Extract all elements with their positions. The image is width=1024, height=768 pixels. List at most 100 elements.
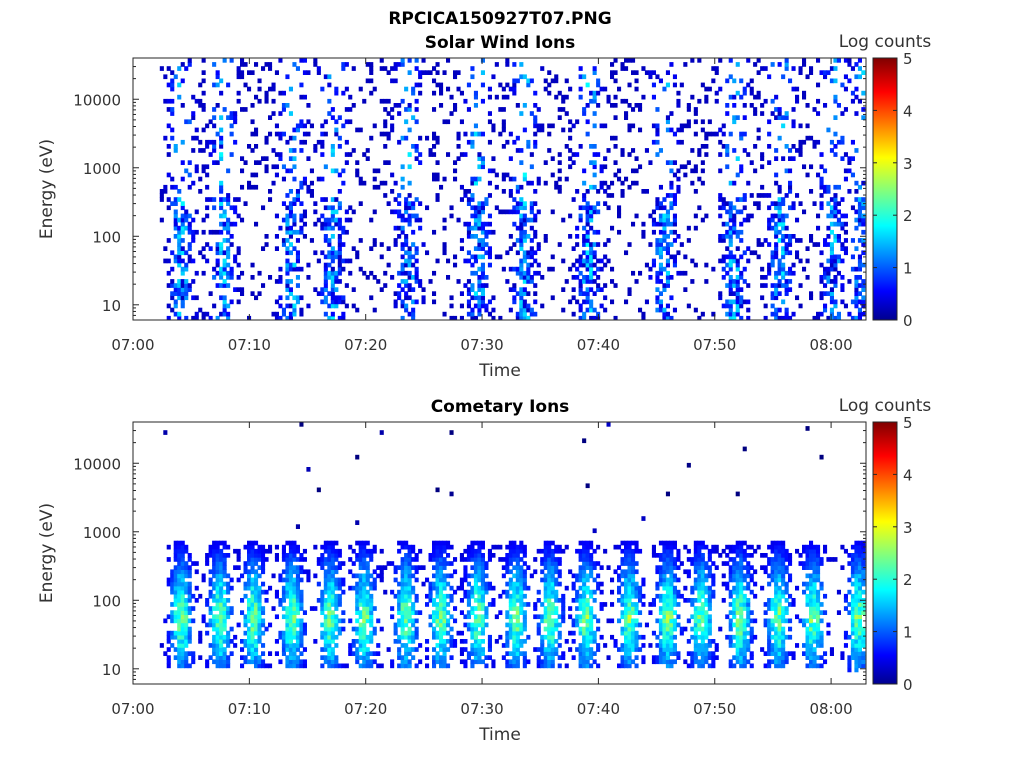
heatmap-cell (781, 156, 786, 161)
heatmap-cell (351, 66, 356, 71)
heatmap-cell (219, 598, 224, 603)
heatmap-cell (411, 201, 416, 206)
heatmap-cell (470, 634, 475, 640)
heatmap-cell (470, 557, 475, 562)
heatmap-cell (337, 295, 342, 301)
heatmap-cell (268, 585, 273, 591)
heatmap-cell (226, 643, 231, 648)
heatmap-cell (494, 544, 499, 550)
heatmap-cell (191, 279, 196, 284)
heatmap-cell (850, 238, 855, 243)
heatmap-cell (393, 238, 398, 243)
heatmap-cell (330, 107, 335, 112)
heatmap-cell (449, 639, 454, 644)
heatmap-cell (334, 119, 339, 125)
heatmap-cell (491, 553, 496, 558)
heatmap-cell (854, 86, 859, 92)
heatmap-cell (341, 581, 346, 587)
heatmap-cell (184, 279, 189, 284)
heatmap-cell (477, 630, 482, 636)
heatmap-cell (254, 655, 259, 660)
heatmap-cell (414, 98, 419, 104)
heatmap-cell (627, 287, 632, 292)
heatmap-cell (585, 291, 590, 296)
heatmap-cell (191, 94, 196, 100)
heatmap-cell (187, 589, 192, 595)
heatmap-cell (459, 639, 464, 644)
heatmap-cell (641, 311, 646, 317)
heatmap-cell (222, 663, 227, 669)
heatmap-cell (505, 279, 510, 284)
heatmap-cell (561, 548, 566, 554)
heatmap-cell (578, 585, 583, 591)
heatmap-cell (550, 209, 555, 215)
heatmap-cell (295, 229, 300, 235)
heatmap-cell (351, 573, 356, 579)
heatmap-cell (201, 148, 206, 153)
heatmap-cell (435, 569, 440, 575)
heatmap-cell (571, 246, 576, 251)
heatmap-cell (463, 283, 468, 288)
heatmap-cell (453, 70, 458, 75)
heatmap-cell (728, 266, 733, 272)
heatmap-cell (582, 614, 587, 620)
heatmap-cell (348, 569, 353, 575)
heatmap-cell (201, 577, 206, 583)
heatmap-cell (250, 643, 255, 648)
heatmap-cell (407, 254, 412, 260)
heatmap-cell (264, 135, 269, 141)
heatmap-cell (334, 585, 339, 591)
heatmap-cell (334, 602, 339, 607)
heatmap-cell (240, 156, 245, 161)
heatmap-cell (208, 643, 213, 648)
heatmap-cell (735, 115, 740, 120)
heatmap-cell (533, 250, 538, 256)
heatmap-cell (543, 78, 548, 84)
heatmap-cell (756, 135, 761, 141)
heatmap-cell (208, 589, 213, 595)
heatmap-cell (459, 610, 464, 615)
heatmap-cell (756, 127, 761, 133)
heatmap-cell (323, 622, 328, 628)
heatmap-cell (351, 103, 356, 108)
heatmap-cell (613, 94, 618, 100)
heatmap-cell (578, 74, 583, 80)
heatmap-cell (316, 561, 321, 566)
heatmap-cell (379, 430, 384, 435)
heatmap-cell (299, 58, 304, 63)
heatmap-cell (582, 659, 587, 665)
heatmap-cell (166, 577, 171, 583)
heatmap-cell (533, 139, 538, 145)
heatmap-cell (295, 238, 300, 243)
heatmap-cell (393, 303, 398, 309)
heatmap-cell (302, 647, 307, 652)
heatmap-cell (355, 160, 360, 165)
heatmap-cell (254, 557, 259, 562)
heatmap-cell (669, 229, 674, 235)
heatmap-cell (564, 78, 569, 84)
heatmap-cell (603, 123, 608, 129)
heatmap-cell (236, 250, 241, 256)
heatmap-cell (240, 647, 245, 652)
heatmap-cell (641, 602, 646, 607)
heatmap-cell (219, 626, 224, 632)
heatmap-cell (627, 643, 632, 648)
heatmap-cell (634, 618, 639, 624)
heatmap-cell (257, 598, 262, 603)
heatmap-cell (334, 593, 339, 599)
heatmap-cell (180, 295, 185, 301)
heatmap-cell (596, 581, 601, 587)
heatmap-cell (487, 221, 492, 227)
heatmap-cell (177, 287, 182, 292)
heatmap-cell (327, 569, 332, 575)
heatmap-cell (208, 548, 213, 554)
heatmap-cell (550, 659, 555, 665)
heatmap-cell (550, 553, 555, 558)
heatmap-cell (522, 651, 527, 656)
heatmap-cell (222, 283, 227, 288)
heatmap-cell (669, 184, 674, 190)
heatmap-cell (233, 209, 238, 215)
heatmap-cell (788, 238, 793, 243)
heatmap-cell (379, 254, 384, 260)
heatmap-cell (226, 275, 231, 280)
